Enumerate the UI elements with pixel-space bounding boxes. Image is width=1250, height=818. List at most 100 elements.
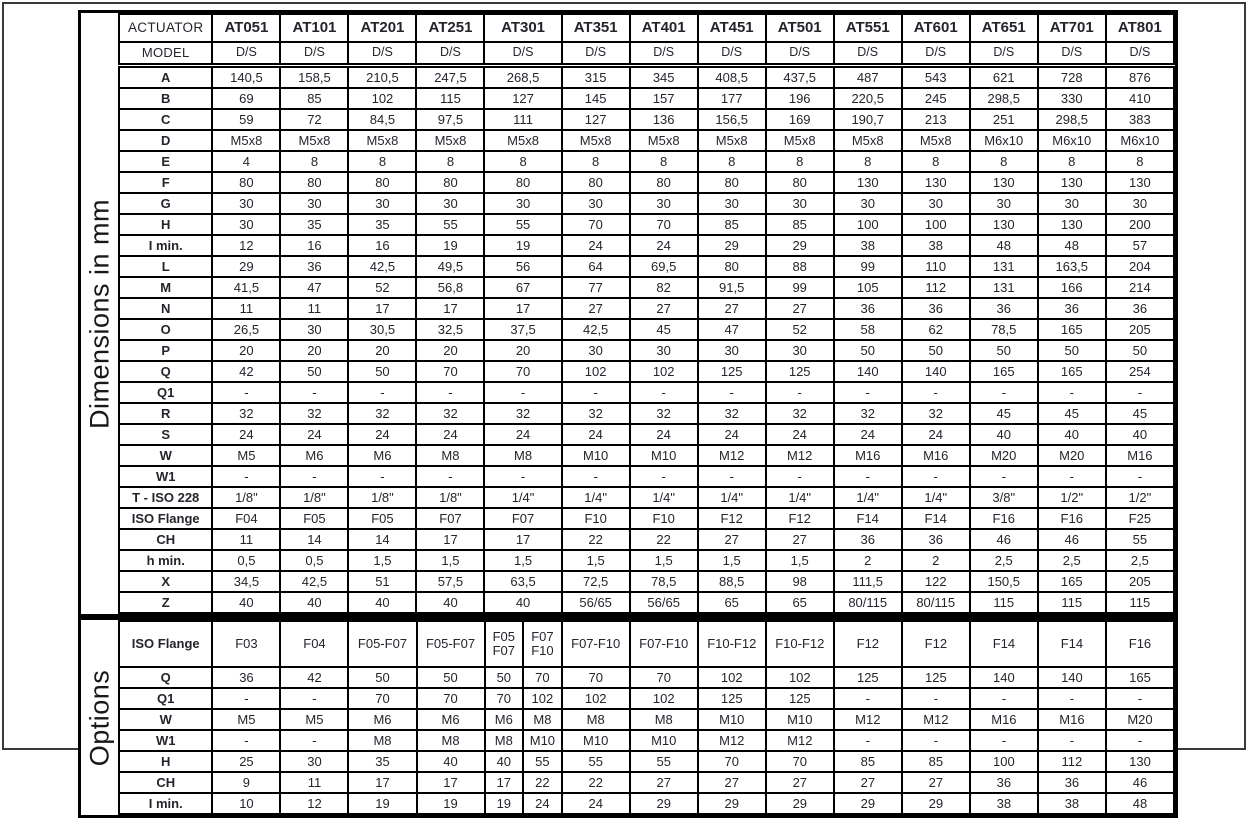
value-cell: 8 (696, 150, 767, 173)
table-row: A 140,5 158,5 210,5 247,5 268,5 315 345 408,5 437… (117, 64, 1176, 89)
value-cell: 70 (415, 687, 486, 710)
value-cell: 40 (1104, 423, 1176, 446)
value-cell: 50 (347, 360, 418, 383)
value-cell: - (211, 729, 282, 752)
value-cell: 19 (483, 792, 525, 815)
value-cell: 27 (900, 771, 971, 794)
value-cell: 36 (900, 528, 971, 551)
value-cell: - (764, 465, 835, 488)
value-cell: M10 (764, 708, 835, 731)
value-cell: 8 (628, 150, 699, 173)
value-cell: 30 (968, 192, 1039, 215)
value-cell: M6 (483, 708, 525, 731)
actuator-name: AT451 (696, 13, 767, 43)
value-cell: 30 (764, 339, 835, 362)
value-cell: 125 (764, 360, 835, 383)
value-cell: - (968, 381, 1039, 404)
value-cell: 72,5 (560, 570, 631, 593)
value-cell: - (832, 687, 903, 710)
table-row: CH 9 11 17 17 17 22 22 27 27 27 27 27 36 36 46 (117, 771, 1176, 794)
value-cell: 298,5 (1036, 108, 1107, 131)
value-cell: 80 (279, 171, 350, 194)
value-cell: 130 (832, 171, 903, 194)
value-cell: 24 (628, 423, 699, 446)
model-value: D/S (900, 41, 971, 68)
value-cell: F05-F07 (347, 620, 418, 668)
value-cell: 55 (628, 750, 699, 773)
value-cell: - (415, 465, 486, 488)
value-cell: - (1104, 381, 1176, 404)
value-cell: 80/115 (832, 591, 903, 614)
table-row: L 29 36 42,5 49,5 56 64 69,5 80 88 99 110 131 163,5 20… (117, 255, 1176, 278)
value-cell: F07-F10 (560, 620, 631, 668)
value-cell: 130 (1104, 750, 1176, 773)
actuator-name: AT551 (832, 13, 903, 43)
value-cell: M5x8 (696, 129, 767, 152)
value-cell: 98 (764, 570, 835, 593)
value-cell: 80 (347, 171, 418, 194)
value-cell: 22 (560, 528, 631, 551)
value-cell: 88,5 (696, 570, 767, 593)
value-cell: 1,5 (764, 549, 835, 572)
value-cell: 1/4" (832, 486, 903, 509)
value-cell: 70 (522, 666, 563, 689)
value-cell: 91,5 (696, 276, 767, 299)
value-cell: 49,5 (415, 255, 486, 278)
value-cell: M20 (1036, 444, 1107, 467)
value-cell: M12 (764, 444, 835, 467)
value-cell: 29 (696, 792, 767, 815)
value-cell: 20 (279, 339, 350, 362)
value-cell: F12 (900, 620, 971, 668)
value-cell: 30 (696, 339, 767, 362)
table-row: F 80 80 80 80 80 80 80 80 80 130 130 130 130 130 (117, 171, 1176, 194)
value-cell: 55 (483, 213, 563, 236)
value-cell: 42 (211, 360, 282, 383)
value-cell: 543 (900, 64, 971, 89)
value-cell: 58 (832, 318, 903, 341)
actuator-name: AT201 (347, 13, 418, 43)
value-cell: 24 (415, 423, 486, 446)
value-cell: 45 (1104, 402, 1176, 425)
value-cell: 12 (211, 234, 282, 257)
value-cell: 30 (696, 192, 767, 215)
value-cell: F03 (211, 620, 282, 668)
value-cell: - (832, 465, 903, 488)
value-cell: 32,5 (415, 318, 486, 341)
value-cell: 36 (832, 528, 903, 551)
value-cell: 115 (1036, 591, 1107, 614)
value-cell: 8 (764, 150, 835, 173)
value-cell: 27 (696, 297, 767, 320)
value-cell: F05-F07 (415, 620, 486, 668)
table-row: X 34,5 42,5 51 57,5 63,5 72,5 78,5 88,5 98 111,5 12… (117, 570, 1176, 593)
row-label: ISO Flange (117, 507, 214, 530)
value-cell: - (900, 465, 971, 488)
value-cell: 3/8" (968, 486, 1039, 509)
value-cell: 40 (968, 423, 1039, 446)
value-cell: 220,5 (832, 87, 903, 110)
table-row: G 30 30 30 30 30 30 30 30 30 30 30 30 30 30 (117, 192, 1176, 215)
row-label: H (117, 213, 214, 236)
value-cell: 19 (415, 792, 486, 815)
row-label: Q (117, 360, 214, 383)
value-cell: 50 (483, 666, 525, 689)
value-cell: 17 (483, 297, 563, 320)
value-cell: 17 (415, 528, 486, 551)
value-cell: 27 (696, 528, 767, 551)
model-value: D/S (628, 41, 699, 68)
value-cell: 52 (347, 276, 418, 299)
value-cell: 24 (900, 423, 971, 446)
value-cell: 37,5 (483, 318, 563, 341)
value-cell: - (1036, 687, 1107, 710)
value-cell: 4 (211, 150, 282, 173)
value-cell: 50 (1036, 339, 1107, 362)
value-cell: - (900, 687, 971, 710)
actuator-name: AT351 (560, 13, 631, 43)
table-row: Q1- -70 70 70 102 102 102 125 125- - - - - (117, 687, 1176, 710)
value-cell: M6 (415, 708, 486, 731)
value-cell: 30 (900, 192, 971, 215)
value-cell: 105 (832, 276, 903, 299)
value-cell: M5x8 (628, 129, 699, 152)
value-cell: M5x8 (279, 129, 350, 152)
value-cell: 14 (347, 528, 418, 551)
